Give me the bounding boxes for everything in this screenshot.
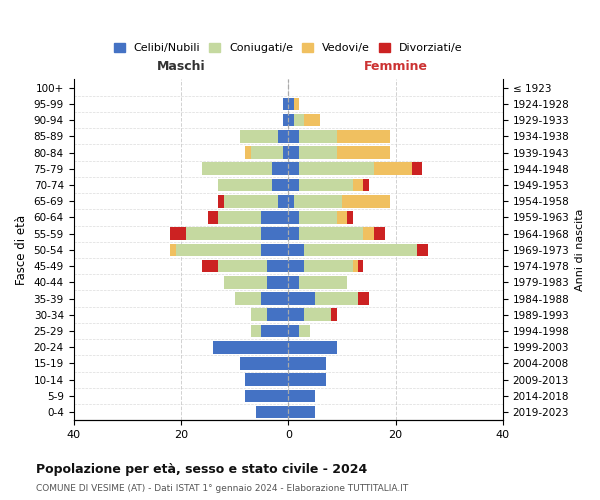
Bar xyxy=(353,260,358,272)
Text: Femmine: Femmine xyxy=(364,60,428,73)
Bar xyxy=(299,178,353,192)
Bar xyxy=(304,260,353,272)
Bar xyxy=(299,162,374,175)
Bar xyxy=(288,324,299,338)
Bar xyxy=(299,276,347,288)
Bar xyxy=(218,178,272,192)
Bar xyxy=(288,357,326,370)
Bar xyxy=(347,211,353,224)
Bar xyxy=(288,406,315,418)
Bar xyxy=(358,292,369,305)
Bar xyxy=(267,260,288,272)
Y-axis label: Anni di nascita: Anni di nascita xyxy=(575,208,585,291)
Bar xyxy=(288,211,299,224)
Bar xyxy=(288,195,293,207)
Bar xyxy=(262,324,288,338)
Bar xyxy=(202,260,218,272)
Bar xyxy=(288,178,299,192)
Bar xyxy=(251,146,283,159)
Bar xyxy=(293,98,299,110)
Bar xyxy=(278,195,288,207)
Bar xyxy=(272,162,288,175)
Bar xyxy=(288,114,293,126)
Bar xyxy=(288,308,304,321)
Text: Maschi: Maschi xyxy=(157,60,205,73)
Bar xyxy=(170,228,186,240)
Text: Popolazione per età, sesso e stato civile - 2024: Popolazione per età, sesso e stato civil… xyxy=(36,462,367,475)
Bar xyxy=(288,276,299,288)
Bar xyxy=(288,162,299,175)
Bar xyxy=(337,146,390,159)
Bar xyxy=(262,228,288,240)
Bar xyxy=(299,228,364,240)
Legend: Celibi/Nubili, Coniugati/e, Vedovi/e, Divorziati/e: Celibi/Nubili, Coniugati/e, Vedovi/e, Di… xyxy=(112,40,465,56)
Bar xyxy=(374,228,385,240)
Bar xyxy=(267,308,288,321)
Bar xyxy=(288,341,337,353)
Bar xyxy=(288,292,315,305)
Bar xyxy=(358,260,364,272)
Bar xyxy=(240,357,288,370)
Bar xyxy=(262,292,288,305)
Bar xyxy=(288,244,304,256)
Bar xyxy=(208,211,218,224)
Bar xyxy=(202,162,272,175)
Bar xyxy=(235,292,262,305)
Bar xyxy=(288,390,315,402)
Bar xyxy=(353,178,364,192)
Bar xyxy=(213,341,288,353)
Bar xyxy=(176,244,262,256)
Bar xyxy=(293,114,304,126)
Bar xyxy=(412,162,422,175)
Bar xyxy=(364,178,369,192)
Bar xyxy=(251,308,267,321)
Bar xyxy=(315,292,358,305)
Bar xyxy=(245,374,288,386)
Bar xyxy=(331,308,337,321)
Bar xyxy=(283,98,288,110)
Bar xyxy=(283,146,288,159)
Bar xyxy=(224,276,267,288)
Bar xyxy=(267,276,288,288)
Bar xyxy=(304,244,417,256)
Bar xyxy=(288,260,304,272)
Bar xyxy=(283,114,288,126)
Bar xyxy=(288,98,293,110)
Bar xyxy=(374,162,412,175)
Bar xyxy=(337,130,390,142)
Bar xyxy=(245,390,288,402)
Bar xyxy=(364,228,374,240)
Bar xyxy=(288,228,299,240)
Bar xyxy=(417,244,428,256)
Bar xyxy=(240,130,278,142)
Bar xyxy=(293,195,342,207)
Y-axis label: Fasce di età: Fasce di età xyxy=(15,215,28,285)
Bar xyxy=(272,178,288,192)
Bar xyxy=(299,130,337,142)
Bar xyxy=(224,195,278,207)
Bar xyxy=(299,146,337,159)
Bar xyxy=(304,308,331,321)
Bar xyxy=(288,130,299,142)
Bar xyxy=(337,211,347,224)
Bar xyxy=(262,244,288,256)
Bar xyxy=(186,228,262,240)
Bar xyxy=(278,130,288,142)
Bar xyxy=(218,211,262,224)
Bar xyxy=(256,406,288,418)
Bar xyxy=(218,260,267,272)
Bar xyxy=(299,211,337,224)
Bar xyxy=(342,195,390,207)
Bar xyxy=(170,244,176,256)
Bar xyxy=(288,146,299,159)
Bar xyxy=(304,114,320,126)
Bar xyxy=(288,374,326,386)
Bar xyxy=(262,211,288,224)
Bar xyxy=(245,146,251,159)
Bar xyxy=(251,324,262,338)
Bar xyxy=(299,324,310,338)
Bar xyxy=(218,195,224,207)
Text: COMUNE DI VESIME (AT) - Dati ISTAT 1° gennaio 2024 - Elaborazione TUTTITALIA.IT: COMUNE DI VESIME (AT) - Dati ISTAT 1° ge… xyxy=(36,484,408,493)
